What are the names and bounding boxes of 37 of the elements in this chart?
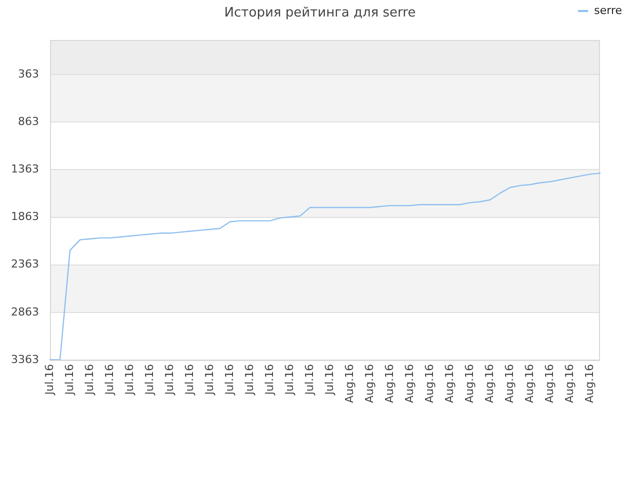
x-tick-label: Jul.16 xyxy=(302,364,316,396)
y-tick-label: 2363 xyxy=(11,258,39,271)
x-tick-label: Aug.16 xyxy=(342,364,356,403)
x-tick-label: Aug.16 xyxy=(442,364,456,403)
x-tick-label: Jul.16 xyxy=(182,364,196,396)
x-tick-label: Jul.16 xyxy=(202,364,216,396)
x-tick-label: Aug.16 xyxy=(542,364,556,403)
x-tick-label: Aug.16 xyxy=(362,364,376,403)
x-tick-label: Jul.16 xyxy=(262,364,276,396)
x-tick-label: Jul.16 xyxy=(62,364,76,396)
x-tick-label: Jul.16 xyxy=(222,364,236,396)
x-tick-label: Jul.16 xyxy=(122,364,136,396)
x-tick-label: Aug.16 xyxy=(582,364,596,403)
x-tick-label: Aug.16 xyxy=(502,364,516,403)
x-tick-label: Jul.16 xyxy=(322,364,336,396)
x-tick-label: Aug.16 xyxy=(402,364,416,403)
chart-title: История рейтинга для serre xyxy=(224,5,416,20)
x-tick-label: Jul.16 xyxy=(162,364,176,396)
y-tick-label: 363 xyxy=(18,67,39,80)
x-tick-label: Aug.16 xyxy=(562,364,576,403)
y-tick-label: 3363 xyxy=(11,352,39,366)
x-tick-label: Jul.16 xyxy=(42,364,56,396)
y-tick-label: 863 xyxy=(18,114,39,128)
x-tick-label: Aug.16 xyxy=(462,364,476,403)
x-tick-label: Jul.16 xyxy=(242,364,256,396)
x-tick-label: Jul.16 xyxy=(142,364,156,396)
x-tick-label: Jul.16 xyxy=(102,364,116,396)
x-tick-label: Aug.16 xyxy=(522,364,536,403)
y-tick-label: 1863 xyxy=(11,210,39,224)
x-tick-label: Aug.16 xyxy=(482,364,496,403)
legend-label: serre xyxy=(594,4,622,17)
y-tick-label: 1363 xyxy=(11,162,39,176)
x-tick-label: Jul.16 xyxy=(82,364,96,396)
x-tick-label: Aug.16 xyxy=(382,364,396,403)
x-tick-label: Aug.16 xyxy=(422,364,436,403)
y-tick-label: 2863 xyxy=(11,305,39,318)
x-tick-label: Jul.16 xyxy=(282,364,296,396)
